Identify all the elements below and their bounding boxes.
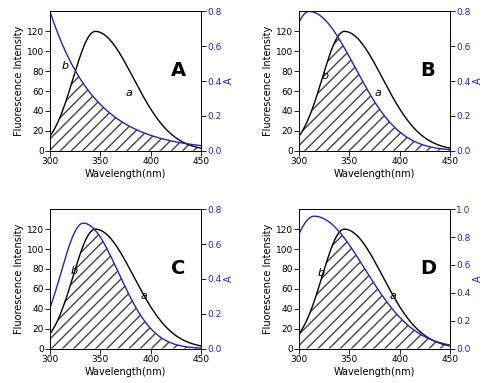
Text: b: b bbox=[70, 266, 78, 276]
X-axis label: Wavelength(nm): Wavelength(nm) bbox=[334, 367, 415, 376]
Text: a: a bbox=[374, 88, 382, 98]
Y-axis label: Fluorescence Intensity: Fluorescence Intensity bbox=[263, 26, 273, 136]
X-axis label: Wavelength(nm): Wavelength(nm) bbox=[334, 169, 415, 179]
Y-axis label: A: A bbox=[474, 276, 484, 282]
Y-axis label: Fluorescence Intensity: Fluorescence Intensity bbox=[263, 224, 273, 334]
Y-axis label: A: A bbox=[474, 78, 484, 84]
X-axis label: Wavelength(nm): Wavelength(nm) bbox=[85, 367, 166, 376]
Text: A: A bbox=[171, 61, 186, 80]
Y-axis label: Fluorescence Intensity: Fluorescence Intensity bbox=[14, 224, 24, 334]
Text: B: B bbox=[420, 61, 434, 80]
Text: a: a bbox=[126, 88, 132, 98]
Y-axis label: Fluorescence Intensity: Fluorescence Intensity bbox=[14, 26, 24, 136]
Y-axis label: A: A bbox=[224, 78, 234, 84]
X-axis label: Wavelength(nm): Wavelength(nm) bbox=[85, 169, 166, 179]
Text: C: C bbox=[171, 259, 185, 278]
Text: b: b bbox=[321, 71, 328, 81]
Text: b: b bbox=[317, 268, 324, 278]
Y-axis label: A: A bbox=[224, 276, 234, 282]
Text: a: a bbox=[390, 291, 396, 301]
Text: a: a bbox=[140, 291, 147, 301]
Text: b: b bbox=[62, 61, 69, 71]
Text: D: D bbox=[420, 259, 436, 278]
